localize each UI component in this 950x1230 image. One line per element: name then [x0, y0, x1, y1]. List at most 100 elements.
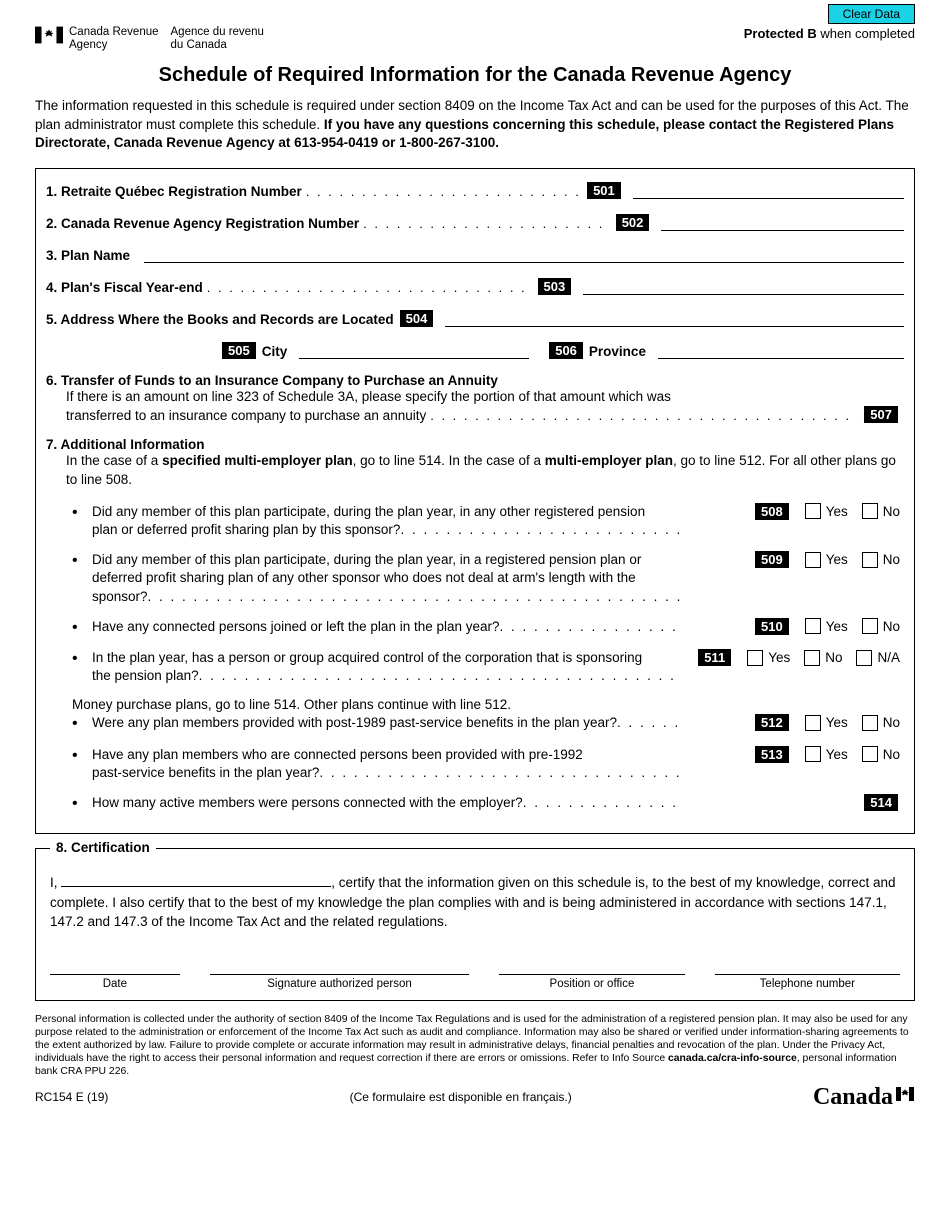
- agency-fr-1: Agence du revenu: [171, 26, 264, 38]
- checkbox-510-yes[interactable]: [805, 618, 821, 634]
- input-signature[interactable]: [210, 974, 470, 976]
- checkbox-513-yes[interactable]: [805, 746, 821, 762]
- label-yes: Yes: [826, 715, 848, 730]
- text-7-intro: In the case of a specified multi-employe…: [46, 452, 904, 488]
- q-509-line1: Did any member of this plan participate,…: [92, 551, 682, 587]
- q-511-line1: In the plan year, has a person or group …: [92, 649, 682, 667]
- input-telephone[interactable]: [715, 974, 900, 976]
- dots: [426, 408, 858, 423]
- input-plan-name[interactable]: [144, 245, 904, 263]
- text-507-1: If there is an amount on line 323 of Sch…: [46, 388, 904, 406]
- bullet-icon: •: [72, 794, 92, 813]
- input-province[interactable]: [658, 341, 904, 359]
- code-507: 507: [864, 406, 898, 423]
- dots: [203, 280, 532, 295]
- cert-text: I, , certify that the information given …: [50, 873, 900, 932]
- label-no: No: [883, 747, 900, 762]
- code-510: 510: [755, 618, 789, 635]
- input-502[interactable]: [661, 213, 904, 231]
- checkbox-509-yes[interactable]: [805, 552, 821, 568]
- label-504: 5. Address Where the Books and Records a…: [46, 312, 394, 327]
- code-504: 504: [400, 310, 434, 327]
- label-507-head: 6. Transfer of Funds to an Insurance Com…: [46, 373, 904, 388]
- bullet-icon: •: [72, 746, 92, 765]
- label-yes: Yes: [826, 747, 848, 762]
- page-title: Schedule of Required Information for the…: [0, 64, 950, 87]
- clear-data-button[interactable]: Clear Data: [828, 4, 915, 24]
- input-date[interactable]: [50, 974, 180, 976]
- checkbox-510-no[interactable]: [862, 618, 878, 634]
- input-501[interactable]: [633, 181, 904, 199]
- checkbox-512-no[interactable]: [862, 715, 878, 731]
- checkbox-513-no[interactable]: [862, 746, 878, 762]
- cert-legend: 8. Certification: [50, 840, 156, 855]
- privacy-notice: Personal information is collected under …: [0, 1007, 950, 1082]
- input-504[interactable]: [445, 309, 904, 327]
- checkbox-509-no[interactable]: [862, 552, 878, 568]
- intro-text: The information requested in this schedu…: [0, 97, 950, 152]
- form-number: RC154 E (19): [35, 1090, 108, 1104]
- code-506: 506: [549, 342, 583, 359]
- agency-logo-block: Canada Revenue Agency Agence du revenu d…: [35, 26, 264, 52]
- label-no: No: [825, 650, 842, 665]
- checkbox-508-yes[interactable]: [805, 503, 821, 519]
- label-province: Province: [589, 344, 646, 359]
- q-514: How many active members were persons con…: [92, 794, 523, 812]
- label-no: No: [883, 715, 900, 730]
- label-yes: Yes: [826, 552, 848, 567]
- agency-en-2: Agency: [69, 39, 107, 51]
- label-7-head: 7. Additional Information: [46, 437, 904, 452]
- code-512: 512: [755, 714, 789, 731]
- code-509: 509: [755, 551, 789, 568]
- protected-b-label: Protected B when completed: [744, 26, 915, 41]
- label-no: No: [883, 619, 900, 634]
- code-503: 503: [538, 278, 572, 295]
- label-no: No: [883, 504, 900, 519]
- q-513-line1: Have any plan members who are connected …: [92, 746, 682, 764]
- label-na: N/A: [877, 650, 900, 665]
- label-503: 4. Plan's Fiscal Year-end: [46, 280, 203, 295]
- canada-flag-icon: [35, 26, 63, 52]
- checkbox-511-no[interactable]: [804, 650, 820, 666]
- label-position: Position or office: [499, 978, 684, 990]
- q-511-line2: the pension plan?: [92, 667, 199, 685]
- q-510: Have any connected persons joined or lef…: [92, 618, 500, 636]
- q-508-line2: plan or deferred profit sharing plan by …: [92, 521, 400, 539]
- label-yes: Yes: [826, 619, 848, 634]
- input-city[interactable]: [299, 341, 529, 359]
- label-telephone: Telephone number: [715, 978, 900, 990]
- checkbox-511-yes[interactable]: [747, 650, 763, 666]
- label-city: City: [262, 344, 288, 359]
- q-513-line2: past-service benefits in the plan year?: [92, 764, 319, 782]
- code-508: 508: [755, 503, 789, 520]
- input-503[interactable]: [583, 277, 904, 295]
- form-box: 1. Retraite Québec Registration Number 5…: [35, 168, 915, 834]
- q-509-line2: sponsor?: [92, 588, 148, 606]
- code-514: 514: [864, 794, 898, 811]
- bullet-icon: •: [72, 649, 92, 668]
- code-505: 505: [222, 342, 256, 359]
- french-notice: (Ce formulaire est disponible en françai…: [108, 1090, 813, 1104]
- agency-fr-2: du Canada: [171, 39, 227, 51]
- checkbox-511-na[interactable]: [856, 650, 872, 666]
- agency-en-1: Canada Revenue: [69, 26, 159, 38]
- certification-box: 8. Certification I, , certify that the i…: [35, 848, 915, 1001]
- dots: [359, 216, 610, 231]
- code-513: 513: [755, 746, 789, 763]
- checkbox-508-no[interactable]: [862, 503, 878, 519]
- label-501: 1. Retraite Québec Registration Number: [46, 184, 302, 199]
- code-501: 501: [587, 182, 621, 199]
- label-yes: Yes: [826, 504, 848, 519]
- checkbox-512-yes[interactable]: [805, 715, 821, 731]
- code-502: 502: [616, 214, 650, 231]
- input-position[interactable]: [499, 974, 684, 976]
- q-512: Were any plan members provided with post…: [92, 714, 617, 732]
- mp-note: Money purchase plans, go to line 514. Ot…: [46, 697, 904, 712]
- input-cert-name[interactable]: [61, 873, 331, 887]
- text-507-2: transferred to an insurance company to p…: [66, 408, 426, 423]
- label-yes: Yes: [768, 650, 790, 665]
- label-no: No: [883, 552, 900, 567]
- bullet-icon: •: [72, 503, 92, 522]
- q-508-line1: Did any member of this plan participate,…: [92, 503, 682, 521]
- code-511: 511: [698, 649, 731, 666]
